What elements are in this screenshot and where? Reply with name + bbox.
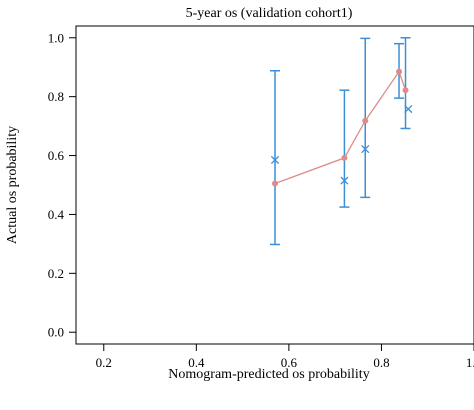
x-tick-label: 0.2 (96, 355, 112, 370)
error-bars (270, 37, 411, 246)
observed-cross-stroke (270, 155, 280, 165)
x-tick-label: 0.8 (373, 355, 389, 370)
calibration-point (341, 154, 348, 161)
calibration-polyline (274, 70, 407, 185)
calibration-point (396, 68, 403, 75)
x-axis: 0.2 0.4 0.6 0.8 1.0 (96, 343, 474, 370)
x-axis-label: Nomogram-predicted os probability (168, 367, 369, 382)
observed-cross-stroke (361, 145, 370, 154)
x-tick-label: 0.4 (188, 355, 205, 370)
y-tick-label: 0.8 (48, 89, 64, 104)
observed-cross (404, 104, 413, 114)
x-tick-label: 0.6 (281, 355, 298, 370)
observed-cross-stroke (404, 104, 413, 114)
y-axis-label: Actual os probability (5, 126, 20, 244)
x-tick-label: 1.0 (466, 355, 474, 370)
calibration-point (272, 180, 278, 187)
calibration-point (402, 87, 409, 94)
observed-cross (270, 155, 280, 165)
y-axis: 0.0 0.2 0.4 0.6 0.8 1.0 (48, 30, 77, 340)
observed-cross (340, 176, 349, 185)
y-tick-label: 0.2 (48, 266, 64, 281)
calibration-point (362, 117, 369, 124)
calibration-points (272, 68, 409, 187)
y-tick-label: 0.4 (48, 207, 65, 222)
y-tick-label: 1.0 (48, 30, 64, 45)
observed-cross (361, 145, 370, 154)
y-tick-label: 0.6 (48, 148, 65, 163)
chart-title: 5-year os (validation cohort1) (186, 6, 353, 21)
y-tick-label: 0.0 (48, 325, 64, 340)
observed-crosses (270, 104, 413, 185)
observed-cross-stroke (340, 176, 349, 185)
calibration-line (274, 70, 407, 185)
